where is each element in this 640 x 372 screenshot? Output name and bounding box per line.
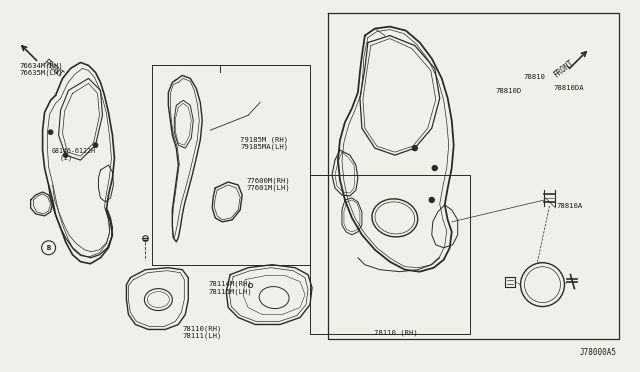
Text: FRONT: FRONT (552, 58, 575, 79)
Text: 77600M(RH)
77601M(LH): 77600M(RH) 77601M(LH) (246, 177, 291, 191)
Text: 78810A: 78810A (556, 203, 582, 209)
Text: 78810: 78810 (523, 74, 545, 80)
Text: 78110 (RH): 78110 (RH) (374, 329, 418, 336)
Text: 78110(RH)
78111(LH): 78110(RH) 78111(LH) (182, 326, 222, 339)
Text: 76634M(RH)
76635M(LH): 76634M(RH) 76635M(LH) (20, 62, 63, 76)
Circle shape (429, 198, 435, 202)
Text: 79185M (RH)
79185MA(LH): 79185M (RH) 79185MA(LH) (240, 137, 288, 150)
Text: FRONT: FRONT (40, 58, 64, 79)
Circle shape (63, 153, 68, 158)
Circle shape (93, 143, 98, 148)
Text: J78000A5: J78000A5 (579, 348, 616, 357)
Text: 78114M(RH)
78115M(LH): 78114M(RH) 78115M(LH) (208, 281, 252, 295)
Text: B: B (47, 245, 51, 251)
Circle shape (48, 130, 53, 135)
Text: 78810D: 78810D (495, 89, 522, 94)
Circle shape (432, 166, 437, 170)
Text: 78810DA: 78810DA (553, 85, 584, 91)
Text: 08146-6122H
  (2): 08146-6122H (2) (52, 148, 96, 161)
Circle shape (412, 146, 417, 151)
